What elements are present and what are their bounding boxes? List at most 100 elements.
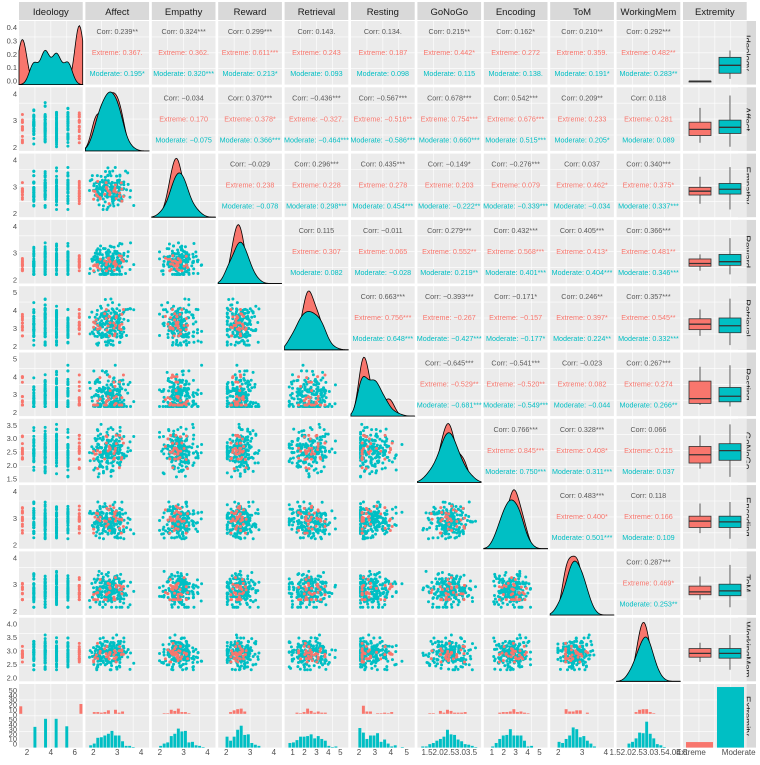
- y-tick-label: 0.2: [7, 50, 17, 59]
- scatter-point: [257, 341, 260, 344]
- corr-label: Corr: 0.328***: [560, 425, 605, 434]
- scatter-point: [239, 385, 242, 388]
- scatter-point: [32, 323, 35, 326]
- scatter-point: [98, 376, 101, 379]
- scatter-point: [244, 328, 247, 331]
- scatter-point: [183, 447, 186, 450]
- scatter-point: [95, 403, 98, 406]
- scatter-point: [102, 208, 105, 211]
- scatter-point: [175, 389, 178, 392]
- y-tick-label: 4: [13, 553, 17, 562]
- scatter-point: [227, 335, 230, 338]
- scatter-point: [55, 456, 58, 459]
- scatter-point: [88, 189, 91, 192]
- scatter-point: [239, 442, 242, 445]
- scatter-point: [190, 264, 193, 267]
- scatter-point: [120, 437, 123, 440]
- panel: [152, 286, 216, 350]
- scatter-point: [244, 382, 247, 385]
- panel: Corr: −0.436***Extreme: −0.327.Moderate:…: [284, 87, 349, 151]
- scatter-point: [179, 341, 182, 344]
- scatter-point: [185, 449, 188, 452]
- corr-label: Corr: −0.149*: [428, 160, 471, 169]
- scatter-point: [66, 458, 69, 461]
- scatter-point: [66, 449, 69, 452]
- scatter-point: [234, 344, 237, 347]
- extreme-corr-label: Extreme: 0.281: [624, 114, 673, 123]
- scatter-point: [32, 455, 35, 458]
- scatter-point: [305, 369, 308, 372]
- scatter-point: [252, 401, 255, 404]
- scatter-point: [126, 255, 129, 258]
- scatter-point: [187, 272, 190, 275]
- scatter-point: [55, 188, 58, 191]
- scatter-point: [96, 438, 99, 441]
- scatter-point: [78, 130, 81, 133]
- scatter-point: [114, 402, 117, 405]
- scatter-point: [113, 457, 116, 460]
- scatter-point: [44, 123, 47, 126]
- panel: Corr: −0.393***Extreme: −0.267Moderate: …: [417, 286, 482, 350]
- scatter-point: [98, 472, 101, 475]
- moderate-corr-label: Moderate: −0.549***: [483, 401, 548, 410]
- scatter-point: [166, 333, 169, 336]
- y-tick-label: 4: [13, 372, 17, 381]
- scatter-point: [44, 113, 47, 116]
- scatter-point: [195, 392, 198, 395]
- corr-label: Corr: 0.037: [564, 160, 600, 169]
- scatter-point: [177, 457, 180, 460]
- scatter-point: [185, 317, 188, 320]
- scatter-point: [300, 430, 303, 433]
- scatter-point: [55, 175, 58, 178]
- scatter-point: [238, 370, 241, 373]
- scatter-point: [321, 435, 324, 438]
- scatter-point: [55, 122, 58, 125]
- scatter-point: [32, 115, 35, 118]
- column-label: Reward: [234, 7, 267, 18]
- scatter-point: [32, 129, 35, 132]
- scatter-point: [107, 341, 110, 344]
- scatter-point: [66, 333, 69, 336]
- panel: [85, 419, 149, 483]
- scatter-point: [226, 311, 229, 314]
- scatter-point: [164, 445, 167, 448]
- scatter-point: [92, 198, 95, 201]
- scatter-point: [320, 438, 323, 441]
- scatter-point: [166, 323, 169, 326]
- corr-label: Corr: 0.432***: [493, 226, 538, 235]
- scatter-point: [32, 429, 35, 432]
- scatter-point: [244, 312, 247, 315]
- scatter-point: [95, 318, 98, 321]
- extreme-corr-label: Extreme: 0.272: [491, 48, 540, 57]
- scatter-point: [66, 122, 69, 125]
- scatter-point: [182, 373, 185, 376]
- scatter-point: [311, 393, 314, 396]
- scatter-point: [104, 298, 107, 301]
- scatter-point: [118, 324, 121, 327]
- scatter-point: [129, 440, 132, 443]
- scatter-point: [163, 472, 166, 475]
- scatter-point: [183, 298, 186, 301]
- scatter-point: [250, 328, 253, 331]
- scatter-point: [187, 403, 190, 406]
- scatter-point: [44, 241, 47, 244]
- scatter-point: [248, 405, 251, 408]
- x-tick-label: 2: [91, 748, 96, 757]
- y-tick-label: 3: [13, 182, 17, 191]
- corr-label: Corr: −0.276***: [491, 160, 540, 169]
- scatter-point: [197, 456, 200, 459]
- panel: [218, 286, 282, 350]
- scatter-point: [78, 119, 81, 122]
- scatter-point: [175, 442, 178, 445]
- scatter-point: [105, 391, 108, 394]
- scatter-point: [96, 467, 99, 470]
- scatter-point: [253, 315, 256, 318]
- scatter-point: [122, 260, 125, 263]
- scatter-point: [102, 471, 105, 474]
- scatter-point: [234, 447, 237, 450]
- scatter-point: [32, 195, 35, 198]
- scatter-point: [88, 381, 91, 384]
- scatter-point: [175, 315, 178, 318]
- corr-label: Corr: 0.210**: [561, 27, 603, 36]
